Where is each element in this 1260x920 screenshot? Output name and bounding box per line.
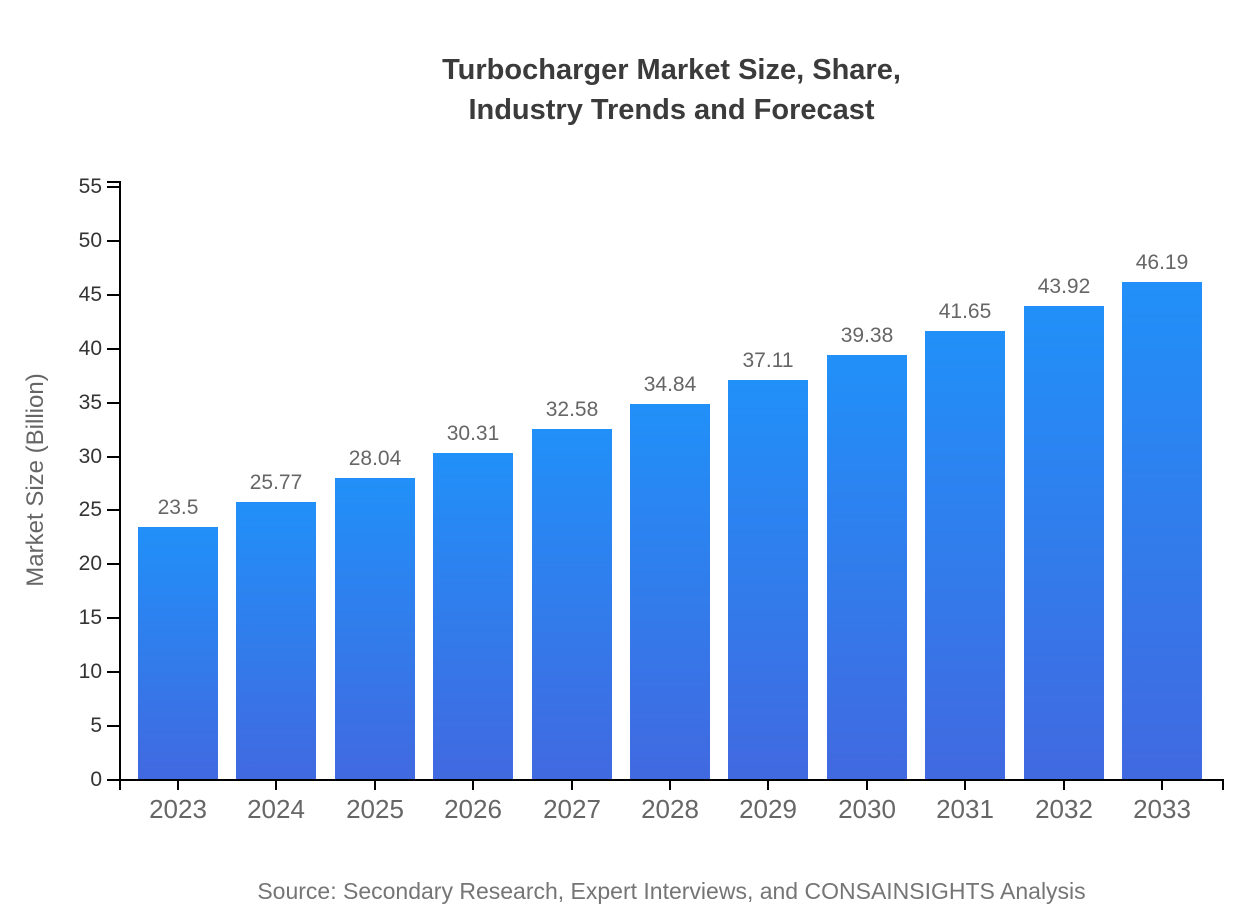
x-tick-2024 xyxy=(275,779,277,790)
bar-value-label-2025: 28.04 xyxy=(348,446,402,470)
y-tick-label-30: 30 xyxy=(78,444,102,468)
x-tick-label-2026: 2026 xyxy=(444,794,502,824)
chart-title-line-1: Turbocharger Market Size, Share, xyxy=(442,54,901,86)
x-tick-2026 xyxy=(472,779,474,790)
y-tick-30 xyxy=(107,455,119,458)
x-tick-2023 xyxy=(177,779,179,790)
x-tick-label-2024: 2024 xyxy=(247,794,305,824)
y-tick-label-25: 25 xyxy=(78,498,102,522)
x-tick-2030 xyxy=(866,779,868,790)
bar-value-label-2031: 41.65 xyxy=(938,299,992,323)
bar-2023 xyxy=(138,526,218,779)
x-tick-label-2030: 2030 xyxy=(838,794,896,824)
x-tick-2027 xyxy=(571,779,573,790)
y-tick-label-55: 55 xyxy=(78,175,102,198)
y-tick-label-45: 45 xyxy=(78,282,102,306)
chart-title: Turbocharger Market Size, Share, Industry… xyxy=(120,50,1223,130)
bar-2025 xyxy=(335,477,415,779)
y-tick-10 xyxy=(107,671,119,674)
y-tick-5 xyxy=(107,725,119,728)
x-tick-label-2023: 2023 xyxy=(149,794,207,824)
chart-title-line-2: Industry Trends and Forecast xyxy=(468,94,875,126)
bar-2033 xyxy=(1122,281,1202,779)
y-tick-0 xyxy=(107,779,119,781)
y-tick-20 xyxy=(107,563,119,566)
bar-value-label-2033: 46.19 xyxy=(1135,250,1189,274)
bar-2028 xyxy=(630,404,710,779)
x-tick-2032 xyxy=(1063,779,1065,790)
bar-value-label-2023: 23.5 xyxy=(157,495,199,519)
y-axis-line xyxy=(119,181,121,790)
bar-2027 xyxy=(532,428,612,779)
x-tick-label-2032: 2032 xyxy=(1035,794,1093,824)
y-tick-label-40: 40 xyxy=(78,336,102,360)
x-axis-line xyxy=(119,779,1224,781)
bar-2031 xyxy=(925,330,1005,779)
y-tick-15 xyxy=(107,617,119,620)
bar-value-label-2028: 34.84 xyxy=(643,373,697,397)
y-tick-25 xyxy=(107,509,119,512)
y-tick-label-10: 10 xyxy=(78,660,102,684)
bar-value-label-2030: 39.38 xyxy=(840,324,894,348)
x-tick-label-2029: 2029 xyxy=(739,794,797,824)
bar-value-label-2032: 43.92 xyxy=(1037,275,1091,299)
bar-2029 xyxy=(728,379,808,779)
x-tick-2029 xyxy=(767,779,769,790)
x-tick-label-2025: 2025 xyxy=(346,794,404,824)
y-tick-55 xyxy=(107,186,119,188)
x-tick-2031 xyxy=(964,779,966,790)
bar-2026 xyxy=(433,453,513,779)
x-tick-2025 xyxy=(374,779,376,790)
y-tick-45 xyxy=(107,293,119,296)
y-tick-50 xyxy=(107,239,119,242)
y-tick-label-0: 0 xyxy=(90,768,102,791)
bar-value-label-2024: 25.77 xyxy=(249,471,303,495)
bar-2032 xyxy=(1024,306,1104,779)
y-tick-label-35: 35 xyxy=(78,390,102,414)
x-tick-label-2027: 2027 xyxy=(543,794,601,824)
x-tick-label-2028: 2028 xyxy=(641,794,699,824)
bar-value-label-2029: 37.11 xyxy=(742,348,794,372)
x-tick-label-2033: 2033 xyxy=(1133,794,1191,824)
x-axis-end-tick xyxy=(1222,779,1224,790)
bar-value-label-2027: 32.58 xyxy=(545,397,599,421)
bar-2024 xyxy=(236,502,316,779)
bar-value-label-2026: 30.31 xyxy=(446,422,500,446)
y-axis-end-cap xyxy=(107,181,121,183)
source-note: Source: Secondary Research, Expert Inter… xyxy=(257,878,1086,904)
x-tick-2028 xyxy=(669,779,671,790)
bar-2030 xyxy=(827,355,907,779)
y-tick-label-5: 5 xyxy=(90,714,102,738)
y-tick-label-15: 15 xyxy=(78,606,102,630)
x-tick-label-2031: 2031 xyxy=(936,794,994,824)
y-tick-35 xyxy=(107,401,119,404)
y-tick-40 xyxy=(107,347,119,350)
y-tick-label-20: 20 xyxy=(78,552,102,576)
y-tick-label-50: 50 xyxy=(78,228,102,252)
x-tick-2033 xyxy=(1161,779,1163,790)
